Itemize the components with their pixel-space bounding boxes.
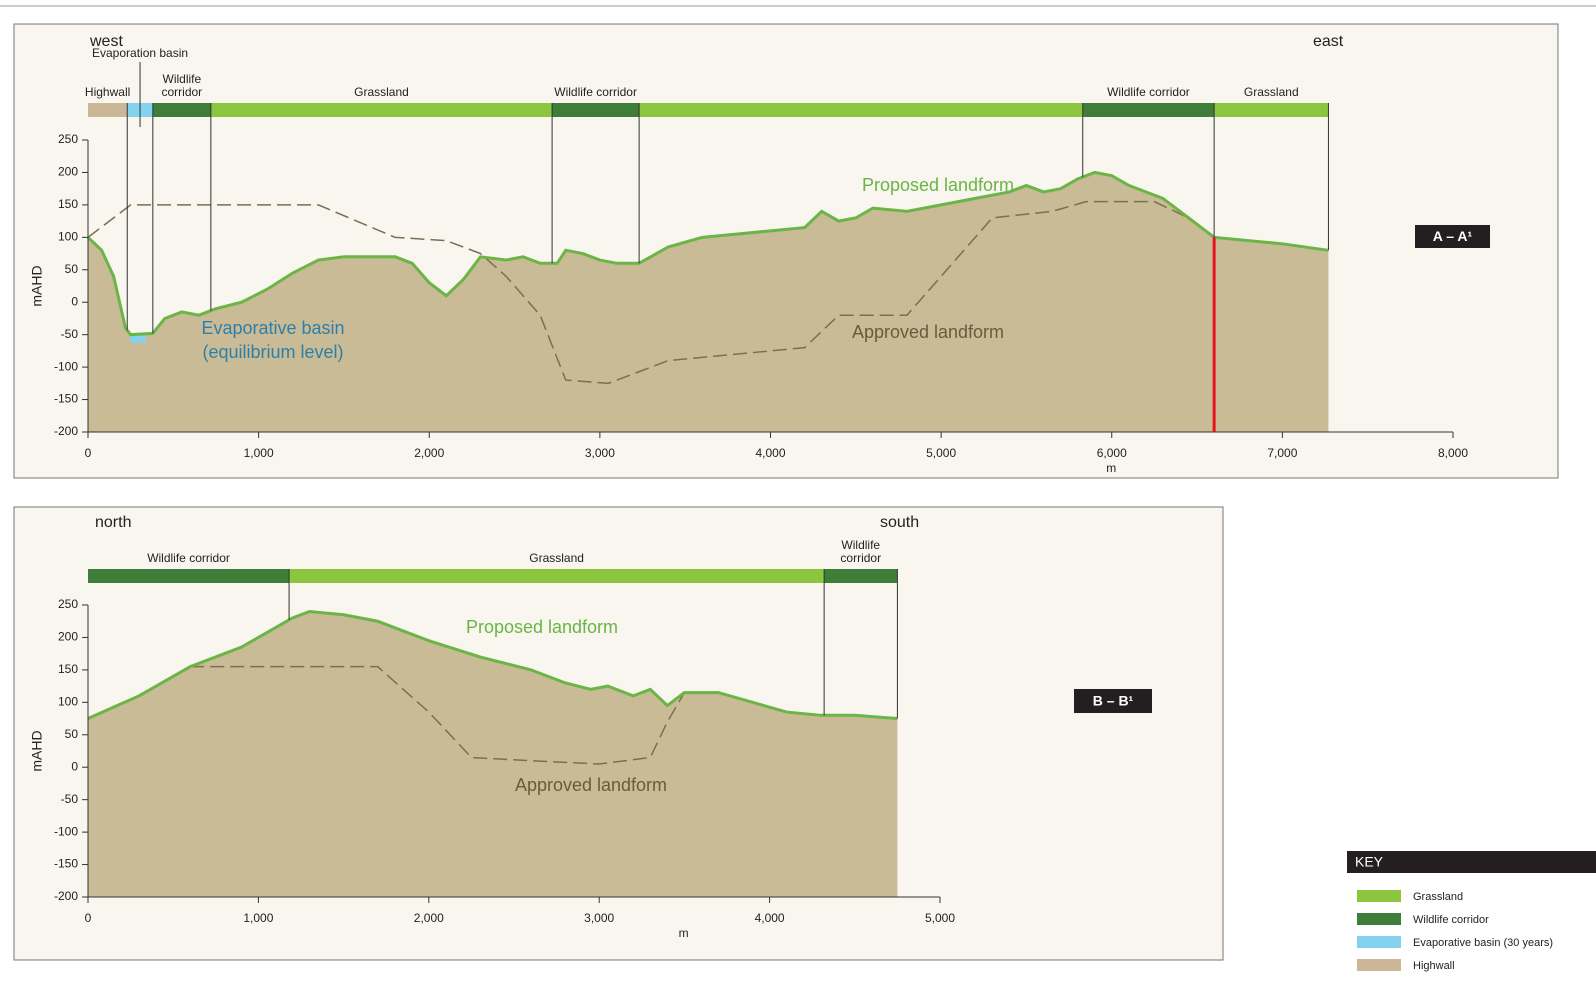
band-label: Wildlife corridor	[554, 86, 637, 99]
key-label: Evaporative basin (30 years)	[1413, 937, 1553, 949]
band-label: Highwall	[85, 86, 130, 99]
band-label: Wildlife corridor	[1107, 86, 1190, 99]
y-tick-label: 50	[65, 262, 79, 276]
land-use-band	[1214, 103, 1328, 117]
y-tick-label: 100	[58, 230, 78, 244]
y-tick-label: -50	[61, 792, 79, 806]
figure: -200 -150 -100 -50 0 50 100 150 200 250 0 1,000 2,00…	[0, 0, 1596, 997]
y-tick-label: 0	[71, 294, 78, 308]
band-label: Wildlife corridor	[147, 552, 230, 565]
key-header	[1347, 851, 1596, 873]
x-axis-label: m	[679, 926, 689, 940]
y-tick-label: -50	[61, 327, 79, 341]
basin-annotation: Evaporative basin (equilibrium level)	[188, 316, 358, 364]
key-swatch	[1357, 890, 1401, 902]
x-tick-label: 1,000	[244, 446, 274, 460]
direction-left: north	[95, 514, 131, 531]
key-label: Wildlife corridor	[1413, 914, 1489, 926]
land-use-band	[639, 103, 1083, 117]
x-tick-label: 8,000	[1438, 446, 1468, 460]
section-label: B – B¹	[1093, 693, 1134, 709]
y-axis-label: mAHD	[29, 730, 45, 771]
direction-right: south	[880, 514, 919, 531]
y-tick-label: 150	[58, 662, 78, 676]
key-label: Grassland	[1413, 891, 1463, 903]
x-tick-label: 1,000	[243, 911, 273, 925]
land-use-band	[211, 103, 552, 117]
y-tick-label: 250	[58, 597, 78, 611]
key-swatch	[1357, 913, 1401, 925]
y-tick-label: -150	[54, 857, 78, 871]
x-tick-label: 2,000	[414, 446, 444, 460]
y-tick-label: -150	[54, 392, 78, 406]
y-tick-label: 150	[58, 197, 78, 211]
x-tick-label: 2,000	[414, 911, 444, 925]
band-label: Grassland	[354, 86, 409, 99]
x-axis-label: m	[1106, 461, 1116, 475]
key-title: KEY	[1355, 854, 1384, 870]
y-tick-label: 250	[58, 132, 78, 146]
band-label: Grassland	[529, 552, 584, 565]
key-label: Highwall	[1413, 960, 1455, 972]
y-tick-label: -100	[54, 824, 78, 838]
y-tick-label: 0	[71, 759, 78, 773]
series-annotation: Approved landform	[852, 320, 1004, 344]
band-label: Grassland	[1244, 86, 1299, 99]
y-tick-label: 200	[58, 630, 78, 644]
band-label: Wildlife corridor	[831, 539, 891, 565]
y-tick-label: 50	[65, 727, 79, 741]
land-use-band	[88, 103, 127, 117]
band-label: Wildlife corridor	[152, 73, 212, 99]
x-tick-label: 5,000	[925, 911, 955, 925]
land-use-band	[1083, 103, 1214, 117]
y-tick-label: 100	[58, 695, 78, 709]
direction-right: east	[1313, 33, 1344, 50]
key-swatch	[1357, 936, 1401, 948]
band-label: Evaporation basin	[92, 47, 188, 60]
land-use-band	[824, 569, 897, 583]
land-use-band	[88, 569, 289, 583]
x-tick-label: 4,000	[755, 911, 785, 925]
x-tick-label: 4,000	[755, 446, 785, 460]
series-annotation: Proposed landform	[466, 615, 618, 639]
x-tick-label: 7,000	[1267, 446, 1297, 460]
land-use-band	[153, 103, 211, 117]
x-tick-label: 6,000	[1097, 446, 1127, 460]
land-use-band	[289, 569, 824, 583]
x-tick-label: 3,000	[585, 446, 615, 460]
x-tick-label: 0	[85, 911, 92, 925]
series-annotation: Proposed landform	[862, 173, 1014, 197]
x-tick-label: 5,000	[926, 446, 956, 460]
series-annotation: Approved landform	[515, 773, 667, 797]
y-tick-label: -200	[54, 424, 78, 438]
y-tick-label: 200	[58, 165, 78, 179]
section-label: A – A¹	[1433, 228, 1473, 244]
y-tick-label: -200	[54, 889, 78, 903]
x-tick-label: 3,000	[584, 911, 614, 925]
page: -200 -150 -100 -50 0 50 100 150 200 250 0 1,000 2,00…	[0, 0, 1596, 997]
y-tick-label: -100	[54, 359, 78, 373]
y-axis-label: mAHD	[29, 265, 45, 306]
x-tick-label: 0	[85, 446, 92, 460]
key-swatch	[1357, 959, 1401, 971]
land-use-band	[552, 103, 639, 117]
